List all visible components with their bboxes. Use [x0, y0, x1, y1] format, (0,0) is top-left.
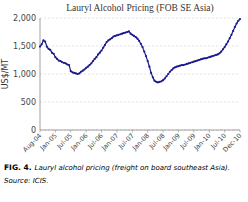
point [102, 47, 104, 49]
point [97, 53, 99, 55]
x-tick [101, 130, 102, 133]
point [225, 43, 227, 45]
grid-line [40, 18, 240, 19]
caption: Lauryl alcohol pricing (freight on board… [35, 164, 230, 172]
series [39, 18, 241, 83]
point [100, 49, 102, 51]
point [140, 43, 142, 45]
point [235, 23, 237, 25]
point [169, 71, 171, 73]
x-tick-label: Jan-10 [192, 132, 213, 153]
point [78, 72, 80, 74]
x-tick [86, 130, 87, 133]
x-tick-label: Aug-04 [21, 132, 43, 154]
y-tick-label: 2,000 [13, 14, 36, 23]
point [88, 64, 90, 66]
x-tick [70, 130, 71, 133]
x-tick [132, 130, 133, 133]
chart: Lauryl Alcohol Pricing (FOB SE Asia)0500… [0, 0, 248, 202]
y-axis [40, 18, 41, 130]
source: Source: ICIS. [4, 177, 48, 185]
point [152, 76, 154, 78]
point [162, 79, 164, 81]
point [222, 48, 224, 50]
x-tick-label: Jan-08 [130, 132, 151, 153]
grid-line [40, 74, 240, 75]
point [143, 51, 145, 53]
y-axis-label: US$/MT [1, 59, 10, 90]
title: Lauryl Alcohol Pricing (FOB SE Asia) [66, 3, 214, 14]
x-tick [209, 130, 210, 133]
x-tick-label: Jan-06 [69, 132, 90, 153]
x-tick-label: Dec-10 [221, 132, 243, 154]
x-tick [193, 130, 194, 133]
x-tick [55, 130, 56, 133]
x-tick [163, 130, 164, 133]
point [83, 68, 85, 70]
x-tick [116, 130, 117, 133]
point [94, 58, 96, 60]
point [68, 64, 70, 66]
point [229, 37, 231, 39]
point [99, 52, 101, 54]
point [150, 72, 152, 74]
point [92, 60, 94, 62]
point [138, 40, 140, 42]
point [95, 56, 97, 58]
point [141, 46, 143, 48]
point [53, 53, 55, 55]
point [230, 34, 232, 36]
point [164, 77, 166, 79]
x-tick [224, 130, 225, 133]
point [46, 45, 48, 47]
x-tick [240, 130, 241, 133]
x-tick [178, 130, 179, 133]
point [224, 46, 226, 48]
x-tick [147, 130, 148, 133]
y-tick-label: 1,000 [13, 70, 36, 79]
grid-line [40, 130, 240, 131]
point [106, 41, 108, 43]
point [232, 30, 234, 32]
point [44, 40, 46, 42]
grid-line [40, 102, 240, 103]
point [49, 49, 51, 51]
point [165, 75, 167, 77]
point [239, 18, 241, 20]
y-tick-label: 1,500 [13, 42, 36, 51]
point [136, 38, 138, 40]
point [148, 66, 150, 68]
point [147, 60, 149, 62]
point [56, 58, 58, 60]
point [220, 51, 222, 53]
point [39, 45, 41, 47]
x-tick-label: Jan-07 [99, 132, 120, 153]
point [41, 43, 43, 45]
point [218, 52, 220, 54]
point [234, 26, 236, 28]
point [87, 66, 89, 68]
y-tick-label: 500 [21, 98, 36, 107]
line [40, 19, 240, 82]
grid-line [40, 46, 240, 47]
point [145, 55, 147, 57]
x-tick-label: Jan-05 [38, 132, 59, 153]
grid [40, 18, 240, 130]
point [237, 20, 239, 22]
point [227, 40, 229, 42]
point [104, 44, 106, 46]
x-tick [40, 130, 41, 133]
point [167, 73, 169, 75]
point [135, 36, 137, 38]
x-axis [40, 130, 240, 131]
point [171, 69, 173, 71]
point [54, 56, 56, 58]
caption-label: FIG. 4. [4, 163, 32, 172]
point [90, 62, 92, 64]
x-tick-label: Jan-09 [161, 132, 182, 153]
point [111, 37, 113, 39]
point [128, 30, 130, 32]
